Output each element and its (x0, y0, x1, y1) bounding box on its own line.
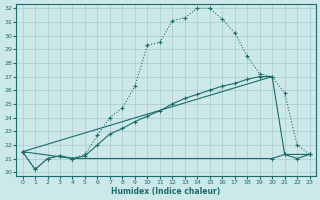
X-axis label: Humidex (Indice chaleur): Humidex (Indice chaleur) (111, 187, 221, 196)
